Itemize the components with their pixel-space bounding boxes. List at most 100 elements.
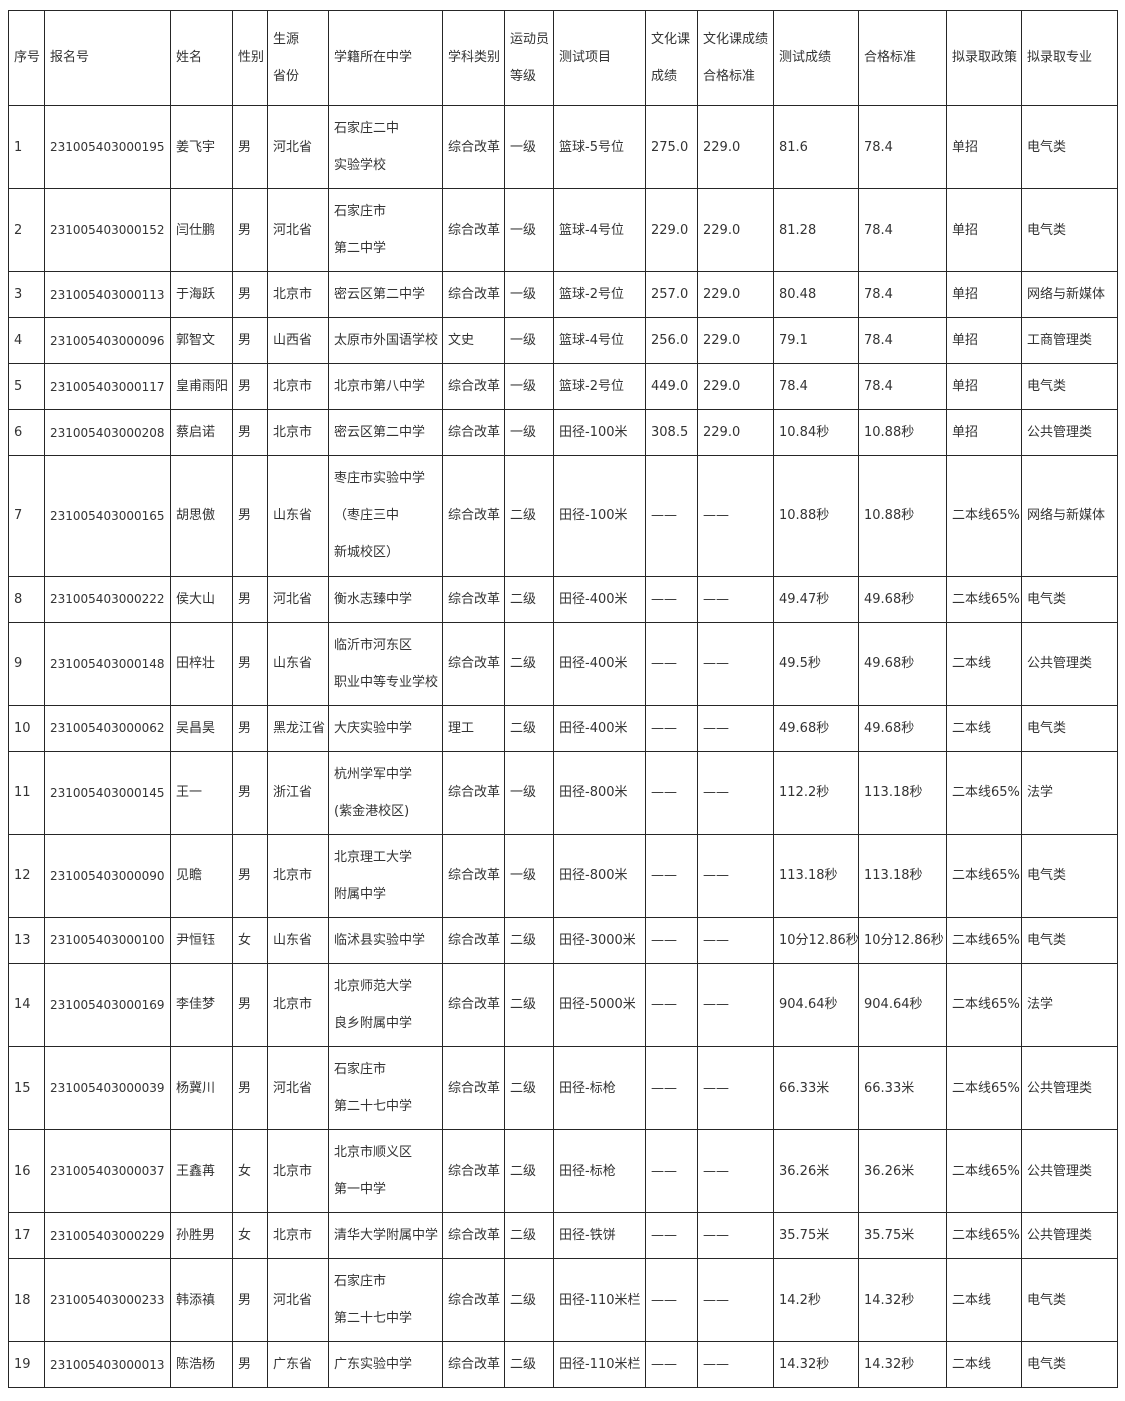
cell-reg-no: 231005403000090: [44, 833, 171, 918]
cell-test-item: 田径-800米: [553, 750, 646, 835]
cell-test-score: 904.64秒: [773, 962, 859, 1048]
cell-test-score: 36.26米: [773, 1129, 859, 1214]
cell-reg-no: 231005403000148: [44, 621, 171, 706]
cell-name: 闫仕鹏: [170, 188, 233, 273]
cell-major: 电气类: [1021, 104, 1118, 190]
cell-major: 公共管理类: [1021, 1046, 1118, 1131]
cell-name: 陈浩杨: [170, 1341, 233, 1389]
cell-pass-standard: 113.18秒: [858, 750, 947, 835]
cell-test-score: 49.47秒: [773, 575, 859, 623]
table-row: 11 231005403000145 王一男浙江省 杭州学军中学 (紫金港校区) 综合改…: [8, 750, 1118, 835]
cell-gender: 男: [232, 104, 268, 190]
cell-name: 皇甫雨阳: [170, 363, 233, 411]
cell-policy: 单招: [946, 317, 1022, 365]
cell-school: 石家庄市 第二中学: [328, 188, 443, 273]
cell-no: 12: [8, 833, 45, 918]
cell-gender: 男: [232, 1046, 268, 1131]
table-row: 8 231005403000222 侯大山男河北省 衡水志臻中学 综合改革 二级 田径-40…: [8, 575, 1118, 623]
cell-name: 侯大山: [170, 575, 233, 623]
col-header-province: 生源 省份: [267, 10, 329, 106]
cell-reg-no: 231005403000062: [44, 704, 171, 752]
cell-gender: 男: [232, 455, 268, 577]
col-header-pass-standard: 合格标准: [858, 10, 947, 106]
cell-policy: 二本线65%: [946, 1046, 1022, 1131]
cell-test-score: 79.1: [773, 317, 859, 365]
cell-culture-score: ——: [645, 1046, 698, 1131]
cell-name: 于海跃: [170, 271, 233, 319]
cell-culture-pass: 229.0: [697, 104, 774, 190]
cell-test-score: 113.18秒: [773, 833, 859, 918]
cell-culture-score: ——: [645, 1129, 698, 1214]
cell-culture-score: ——: [645, 1258, 698, 1343]
cell-major: 工商管理类: [1021, 317, 1118, 365]
cell-name: 田梓壮: [170, 621, 233, 706]
cell-culture-pass: ——: [697, 916, 774, 964]
cell-test-item: 田径-400米: [553, 704, 646, 752]
cell-reg-no: 231005403000100: [44, 916, 171, 964]
cell-reg-no: 231005403000013: [44, 1341, 171, 1389]
cell-major: 公共管理类: [1021, 621, 1118, 706]
cell-subject: 综合改革: [442, 271, 505, 319]
cell-test-score: 81.6: [773, 104, 859, 190]
cell-test-item: 田径-100米: [553, 455, 646, 577]
cell-test-score: 10.84秒: [773, 409, 859, 457]
cell-reg-no: 231005403000233: [44, 1258, 171, 1343]
cell-level: 一级: [504, 104, 554, 190]
cell-policy: 二本线65%: [946, 1212, 1022, 1260]
cell-culture-score: ——: [645, 455, 698, 577]
cell-province: 北京市: [267, 1212, 329, 1260]
col-header-school: 学籍所在中学: [328, 10, 443, 106]
cell-culture-score: 257.0: [645, 271, 698, 319]
cell-reg-no: 231005403000165: [44, 455, 171, 577]
cell-pass-standard: 66.33米: [858, 1046, 947, 1131]
cell-province: 北京市: [267, 271, 329, 319]
cell-culture-pass: ——: [697, 1341, 774, 1389]
cell-school: 北京理工大学 附属中学: [328, 833, 443, 918]
cell-level: 二级: [504, 1046, 554, 1131]
cell-culture-score: ——: [645, 750, 698, 835]
table-header: 序号 报名号 姓名 性别 生源 省份 学籍所在中学 学科类别 运动员 等级 测试…: [8, 10, 1118, 106]
cell-level: 一级: [504, 317, 554, 365]
cell-subject: 综合改革: [442, 409, 505, 457]
cell-policy: 单招: [946, 363, 1022, 411]
cell-gender: 男: [232, 833, 268, 918]
cell-policy: 二本线: [946, 1258, 1022, 1343]
cell-major: 电气类: [1021, 1258, 1118, 1343]
cell-pass-standard: 49.68秒: [858, 575, 947, 623]
cell-province: 河北省: [267, 188, 329, 273]
cell-test-score: 112.2秒: [773, 750, 859, 835]
cell-reg-no: 231005403000208: [44, 409, 171, 457]
cell-test-score: 66.33米: [773, 1046, 859, 1131]
cell-province: 北京市: [267, 833, 329, 918]
cell-subject: 综合改革: [442, 916, 505, 964]
cell-reg-no: 231005403000037: [44, 1129, 171, 1214]
cell-no: 6: [8, 409, 45, 457]
cell-no: 14: [8, 962, 45, 1048]
cell-test-item: 篮球-4号位: [553, 317, 646, 365]
cell-test-item: 田径-400米: [553, 621, 646, 706]
cell-culture-score: 275.0: [645, 104, 698, 190]
col-header-reg-no: 报名号: [44, 10, 171, 106]
cell-policy: 二本线65%: [946, 1129, 1022, 1214]
cell-culture-pass: 229.0: [697, 188, 774, 273]
table-row: 13 231005403000100 尹恒钰女山东省 临沭县实验中学 综合改革 二级 田径-…: [8, 916, 1118, 964]
table-row: 14 231005403000169 李佳梦男北京市 北京师范大学 良乡附属中学 综合改…: [8, 962, 1118, 1048]
cell-subject: 综合改革: [442, 621, 505, 706]
cell-test-score: 35.75米: [773, 1212, 859, 1260]
cell-major: 公共管理类: [1021, 1129, 1118, 1214]
cell-subject: 综合改革: [442, 1046, 505, 1131]
cell-no: 2: [8, 188, 45, 273]
table-row: 18 231005403000233 韩添禛男河北省 石家庄市 第二十七中学 综合改革二…: [8, 1258, 1118, 1343]
cell-culture-score: ——: [645, 962, 698, 1048]
cell-school: 北京师范大学 良乡附属中学: [328, 962, 443, 1048]
cell-no: 10: [8, 704, 45, 752]
cell-test-score: 14.32秒: [773, 1341, 859, 1389]
cell-pass-standard: 78.4: [858, 317, 947, 365]
cell-pass-standard: 113.18秒: [858, 833, 947, 918]
cell-policy: 二本线65%: [946, 455, 1022, 577]
cell-level: 一级: [504, 833, 554, 918]
cell-no: 5: [8, 363, 45, 411]
cell-test-item: 田径-标枪: [553, 1046, 646, 1131]
cell-gender: 男: [232, 363, 268, 411]
cell-school: 太原市外国语学校: [328, 317, 443, 365]
